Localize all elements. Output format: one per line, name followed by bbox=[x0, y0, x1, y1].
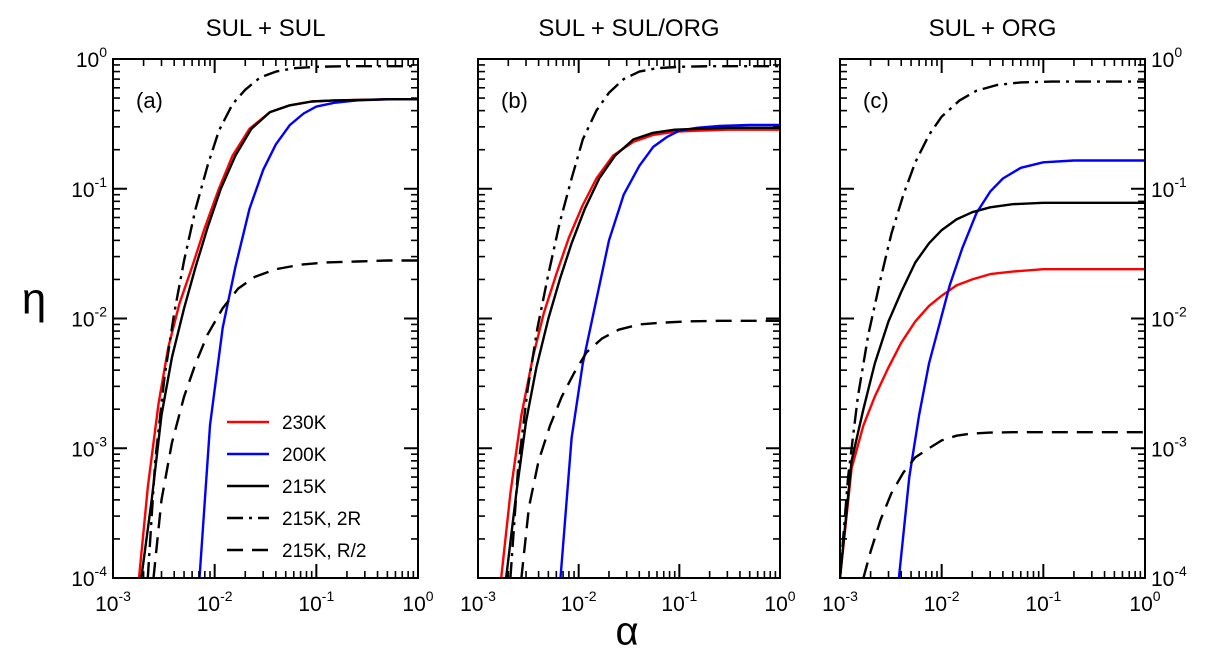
y-tick-label: 100 bbox=[1151, 44, 1182, 72]
legend: 230K 200K 215K 215K, 2R 215K, R/2 bbox=[227, 413, 367, 562]
y-tick-label: 10-1 bbox=[1151, 174, 1187, 202]
plot-frame bbox=[839, 58, 1146, 579]
legend-label: 215K, R/2 bbox=[282, 541, 367, 562]
x-tick-label: 10-3 bbox=[95, 588, 131, 616]
series-line-215k-2r bbox=[509, 65, 780, 578]
y-tick-label: 10-3 bbox=[1151, 433, 1187, 461]
x-tick-label: 10-1 bbox=[1025, 588, 1061, 616]
plot-frame bbox=[477, 58, 781, 579]
y-tick-label: 10-1 bbox=[71, 174, 107, 202]
panel-title: SUL + SUL/ORG bbox=[538, 15, 719, 42]
x-tick-label: 10-1 bbox=[661, 588, 697, 616]
panel-title: SUL + SUL bbox=[206, 15, 326, 42]
series-line-215k bbox=[840, 201, 1145, 578]
series-line-215k-2r bbox=[840, 80, 1145, 578]
x-tick-label: 10-2 bbox=[197, 588, 233, 616]
series-line-215k-r-2 bbox=[520, 319, 780, 578]
x-tick-label: 10-3 bbox=[822, 588, 858, 616]
plot-frame bbox=[112, 58, 419, 579]
series-line-215k-r-2 bbox=[152, 259, 418, 578]
x-tick-label: 100 bbox=[764, 588, 795, 616]
series-line-230k bbox=[137, 98, 418, 578]
x-tick-label: 10-2 bbox=[924, 588, 960, 616]
legend-label: 215K, 2R bbox=[282, 509, 361, 530]
series-line-215k-2r bbox=[146, 65, 418, 578]
panel-title: SUL + ORG bbox=[929, 15, 1057, 42]
x-tick-label: 100 bbox=[402, 588, 433, 616]
series-line-200k bbox=[897, 159, 1145, 578]
y-tick-label: 100 bbox=[76, 44, 107, 72]
y-tick-label: 10-4 bbox=[1151, 563, 1187, 591]
y-tick-label: 10-4 bbox=[71, 563, 107, 591]
x-axis-label: α bbox=[615, 610, 638, 654]
series-line-215k bbox=[140, 98, 418, 578]
series-line-215k-r-2 bbox=[862, 431, 1145, 578]
series-line-230k bbox=[500, 128, 780, 578]
series-line-200k bbox=[198, 98, 418, 578]
y-tick-label: 10-3 bbox=[71, 433, 107, 461]
series-line-230k bbox=[840, 268, 1145, 578]
x-tick-label: 10-3 bbox=[460, 588, 496, 616]
chart-panel-b: 10-3 10-2 10-1 100 SUL + SUL/ORG (b) bbox=[460, 15, 796, 616]
legend-label: 230K bbox=[282, 413, 327, 434]
x-tick-label: 10-2 bbox=[561, 588, 597, 616]
legend-label: 215K bbox=[282, 477, 327, 498]
y-axis-label: η bbox=[22, 275, 46, 324]
panel-letter: (a) bbox=[136, 88, 163, 113]
panel-letter: (b) bbox=[501, 88, 528, 113]
series-line-215k bbox=[504, 126, 780, 578]
panel-letter: (c) bbox=[863, 88, 889, 113]
legend-label: 200K bbox=[282, 445, 327, 466]
x-tick-label: 100 bbox=[1129, 588, 1160, 616]
x-tick-label: 10-1 bbox=[298, 588, 334, 616]
y-tick-label: 10-2 bbox=[71, 304, 107, 332]
y-tick-label: 10-2 bbox=[1151, 304, 1187, 332]
